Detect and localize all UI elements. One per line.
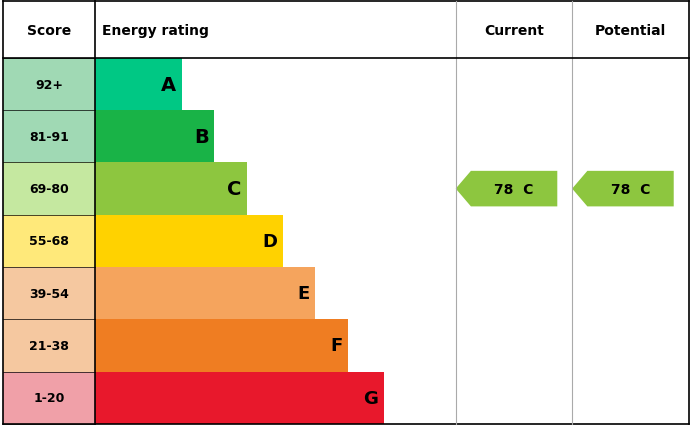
Bar (3, 215, 95, 268)
Text: 78  C: 78 C (611, 182, 650, 196)
Bar (3, 111, 95, 163)
Text: 78  C: 78 C (495, 182, 533, 196)
Bar (95, 268, 315, 320)
Polygon shape (572, 171, 674, 207)
Bar (95, 215, 283, 268)
Text: 1-20: 1-20 (34, 391, 65, 404)
Text: Energy rating: Energy rating (102, 23, 209, 37)
Text: 55-68: 55-68 (30, 235, 69, 248)
Text: 69-80: 69-80 (30, 183, 69, 196)
Text: Potential: Potential (595, 23, 666, 37)
Text: Score: Score (27, 23, 72, 37)
Bar (3, 59, 95, 111)
Bar (95, 59, 182, 111)
Text: 21-38: 21-38 (30, 339, 69, 352)
Text: Current: Current (484, 23, 544, 37)
Text: C: C (227, 180, 241, 199)
Text: G: G (363, 389, 379, 407)
Bar (3, 372, 95, 424)
Text: D: D (263, 232, 277, 250)
Polygon shape (456, 171, 557, 207)
Text: 92+: 92+ (35, 78, 64, 91)
Bar (95, 320, 348, 372)
Bar (3, 320, 95, 372)
Text: A: A (161, 75, 176, 94)
Text: E: E (298, 285, 310, 302)
Text: 81-91: 81-91 (30, 130, 69, 144)
Text: B: B (194, 127, 209, 147)
Bar (95, 372, 384, 424)
Text: 39-54: 39-54 (30, 287, 69, 300)
Bar (95, 163, 247, 215)
Bar (3, 268, 95, 320)
Bar (3, 163, 95, 215)
Text: F: F (330, 337, 342, 354)
Bar (95, 111, 214, 163)
